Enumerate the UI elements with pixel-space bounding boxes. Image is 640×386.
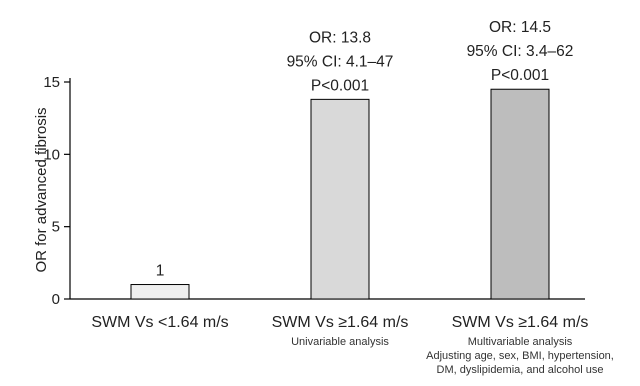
x-category-label: SWM Vs ≥1.64 m/s (452, 314, 589, 331)
bar-annotation: 95% CI: 4.1–47 (287, 53, 394, 70)
x-category-subcaption: DM, dyslipidemia, and alcohol use (437, 364, 604, 376)
bars (130, 88, 550, 300)
y-tick-label: 5 (52, 219, 60, 236)
annotations: 1 OR: 13.8 95% CI: 4.1–47 P<0.001 OR: 14.5 95… (156, 19, 574, 279)
y-tick-label: 0 (52, 291, 60, 308)
bar-annotation: P<0.001 (311, 77, 369, 94)
bar-3 (490, 88, 550, 300)
x-category-subcaption: Univariable analysis (291, 336, 389, 348)
x-category-label: SWM Vs <1.64 m/s (91, 314, 228, 331)
y-tick-label: 10 (43, 146, 60, 163)
x-axis-labels: SWM Vs <1.64 m/s SWM Vs ≥1.64 m/s Univaria… (91, 314, 614, 376)
bar-annotation: OR: 13.8 (309, 29, 371, 46)
bar-2 (310, 98, 370, 300)
x-category-label: SWM Vs ≥1.64 m/s (272, 314, 409, 331)
x-category-subcaption: Multivariable analysis (468, 336, 573, 348)
x-category-subcaption: Adjusting age, sex, BMI, hypertension, (426, 350, 614, 362)
y-tick-label: 15 (43, 74, 60, 91)
bar-1 (130, 284, 190, 300)
bar-annotation: P<0.001 (491, 67, 549, 84)
y-axis-label: OR for advanced fibrosis (33, 107, 50, 272)
bar-annotation: OR: 14.5 (489, 19, 551, 36)
bar-annotation: 95% CI: 3.4–62 (467, 43, 574, 60)
bar-annotation: 1 (156, 263, 165, 280)
